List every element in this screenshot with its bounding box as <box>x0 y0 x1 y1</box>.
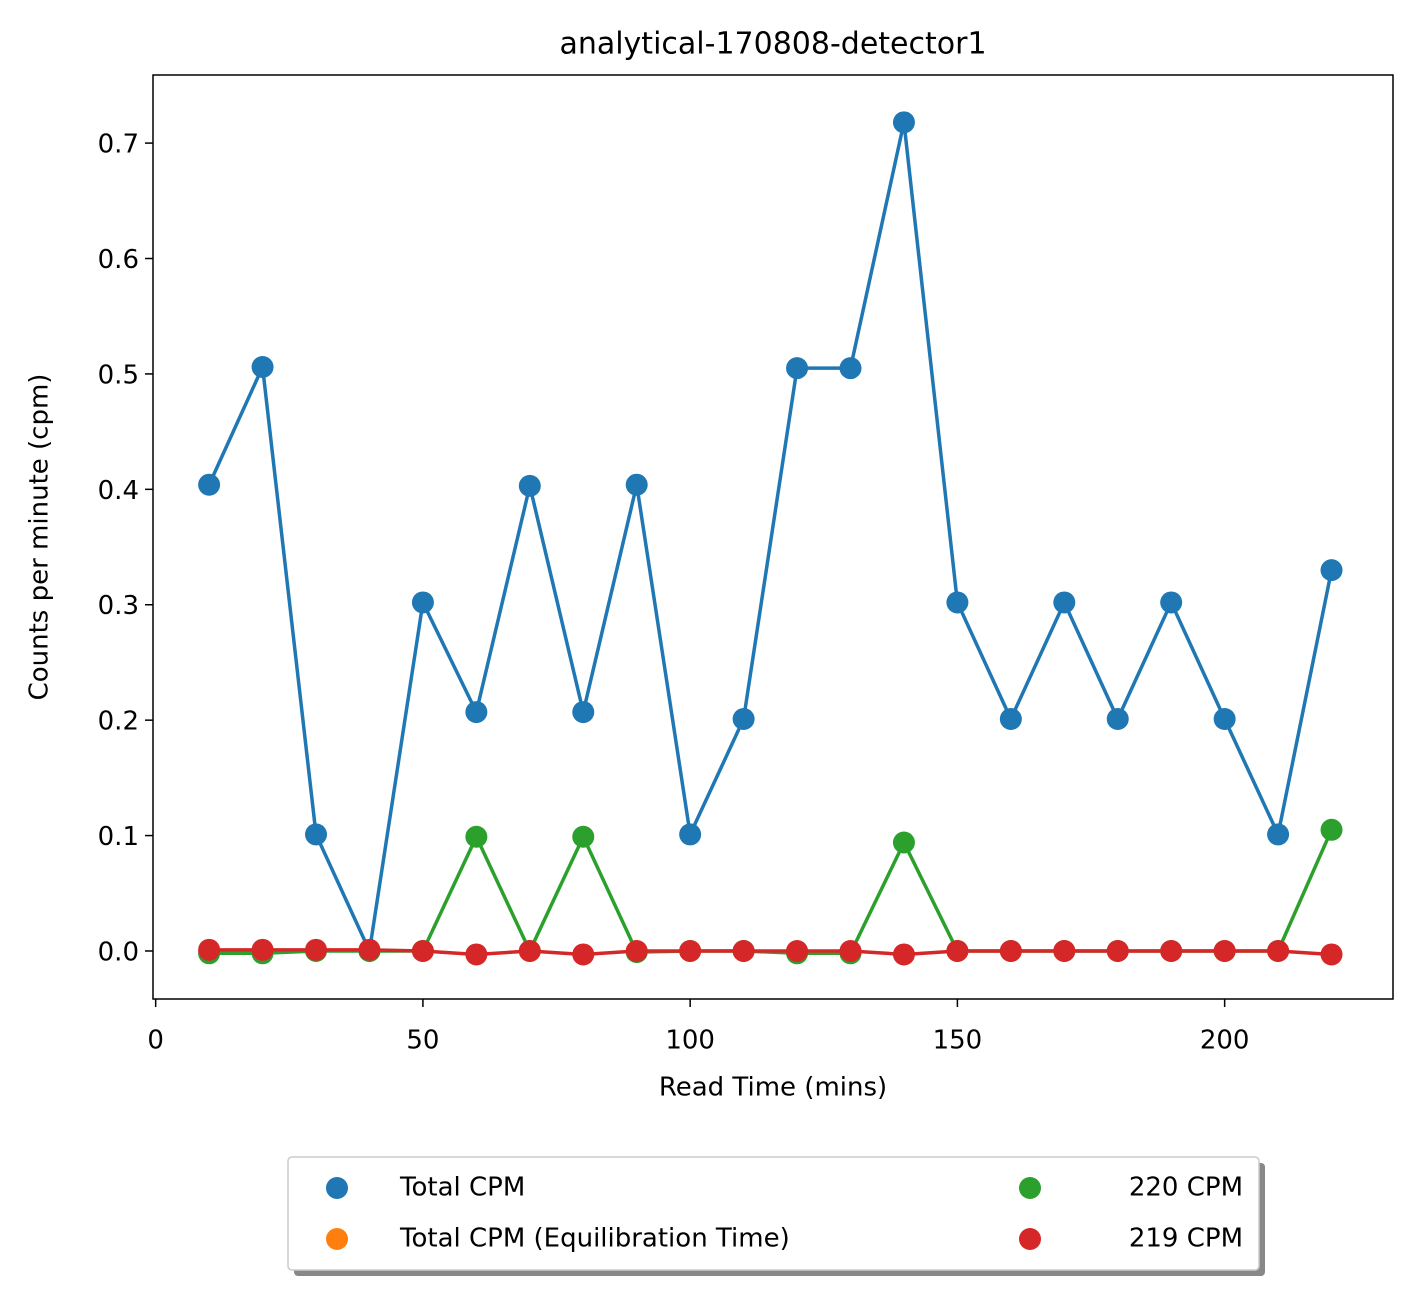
point <box>732 939 755 962</box>
point <box>679 823 702 846</box>
point <box>518 474 541 497</box>
point <box>892 943 915 966</box>
y-tick-label: 0.6 <box>98 245 139 275</box>
point <box>1320 818 1343 841</box>
point <box>572 943 595 966</box>
legend: Total CPM Total CPM (Equilibration Time) 2… <box>287 1156 1265 1276</box>
point <box>465 943 488 966</box>
point <box>411 591 434 614</box>
point <box>1267 823 1290 846</box>
point <box>251 938 274 961</box>
point <box>892 111 915 134</box>
series <box>198 111 1343 962</box>
plot-frame <box>152 74 1394 1000</box>
point <box>518 939 541 962</box>
x-axis-label: Read Time (mins) <box>659 1073 887 1103</box>
point <box>839 939 862 962</box>
point <box>572 701 595 724</box>
point <box>411 939 434 962</box>
point <box>892 831 915 854</box>
legend-label: 219 CPM <box>1129 1224 1243 1254</box>
x-tick-label: 150 <box>933 1026 983 1056</box>
x-tick-label: 200 <box>1200 1026 1250 1056</box>
legend-marker <box>1019 1177 1041 1199</box>
series-line <box>207 121 1334 958</box>
legend-marker <box>326 1228 348 1250</box>
x-tick-label: 100 <box>665 1026 715 1056</box>
point <box>625 473 648 496</box>
point <box>999 708 1022 731</box>
y-tick-label: 0.3 <box>98 591 139 621</box>
point <box>1320 559 1343 582</box>
y-axis-label: Counts per minute (cpm) <box>25 374 55 701</box>
point <box>1106 708 1129 731</box>
point <box>358 938 381 961</box>
point <box>465 701 488 724</box>
y-tick-label: 0.4 <box>98 476 139 506</box>
point <box>1160 591 1183 614</box>
chart-title: analytical-170808-detector1 <box>559 27 986 62</box>
point <box>1267 939 1290 962</box>
point <box>1053 591 1076 614</box>
point <box>732 708 755 731</box>
point <box>251 355 274 378</box>
point <box>786 357 809 380</box>
point <box>1213 939 1236 962</box>
y-tick-label: 0.2 <box>98 707 139 737</box>
point <box>1106 939 1129 962</box>
point <box>1053 939 1076 962</box>
legend-label: 220 CPM <box>1129 1173 1243 1203</box>
point <box>465 825 488 848</box>
point <box>999 939 1022 962</box>
y-tick-label: 0.5 <box>98 360 139 390</box>
y-tick-label: 0.7 <box>98 130 139 160</box>
legend-label: Total CPM (Equilibration Time) <box>399 1224 790 1254</box>
point <box>198 938 221 961</box>
point <box>625 939 648 962</box>
series-line <box>209 948 1332 957</box>
legend-marker <box>1019 1228 1041 1250</box>
point <box>1213 708 1236 731</box>
point <box>198 473 221 496</box>
point <box>786 939 809 962</box>
point <box>572 825 595 848</box>
y-tick-label: 0.0 <box>98 937 139 967</box>
point <box>839 357 862 380</box>
x-tick-label: 50 <box>406 1026 439 1056</box>
x-tick-label: 0 <box>147 1026 164 1056</box>
point <box>1320 943 1343 966</box>
point <box>946 939 969 962</box>
legend-label: Total CPM <box>399 1173 525 1203</box>
point <box>679 939 702 962</box>
point <box>305 938 328 961</box>
point <box>305 823 328 846</box>
point <box>946 591 969 614</box>
y-tick-label: 0.1 <box>98 822 139 852</box>
legend-box <box>287 1156 1260 1271</box>
point <box>1160 939 1183 962</box>
legend-marker <box>326 1177 348 1199</box>
series <box>198 938 1343 966</box>
